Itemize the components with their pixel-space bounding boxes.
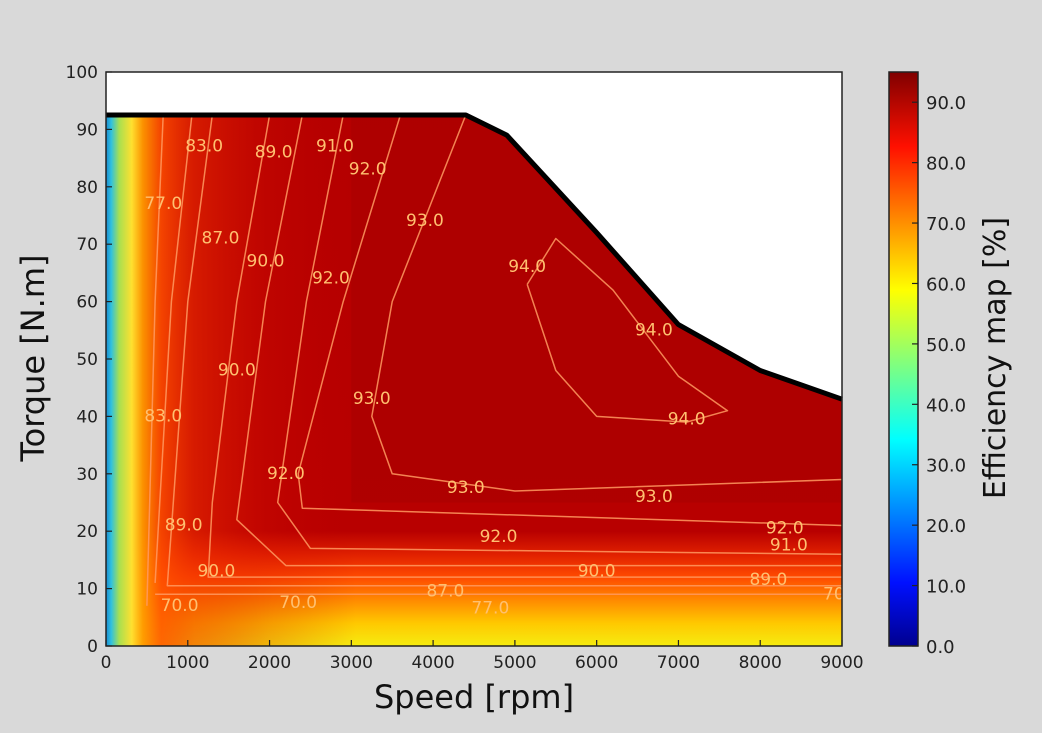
contour-label: 93.0 — [447, 478, 485, 498]
contour-label: 92.0 — [267, 464, 305, 484]
y-tick-label: 40 — [76, 407, 98, 427]
contour-label: 70.0 — [279, 593, 317, 613]
y-tick-label: 10 — [76, 580, 98, 600]
contour-label: 70.0 — [161, 596, 199, 616]
contour-line-91 — [276, 115, 842, 555]
contour-label: 93.0 — [353, 389, 391, 409]
y-tick-label: 60 — [76, 293, 98, 313]
x-axis-label: Speed [rpm] — [374, 678, 574, 716]
y-tick-label: 20 — [76, 522, 98, 542]
contour-label: 94.0 — [635, 320, 673, 340]
contour-lines — [146, 115, 842, 606]
x-tick-label: 5000 — [493, 653, 536, 673]
y-axis-label: Torque [N.m] — [14, 255, 52, 463]
contour-label: 90.0 — [578, 561, 616, 581]
contour-label: 94.0 — [508, 257, 546, 277]
colorbar-label: Efficiency map [%] — [978, 217, 1013, 499]
contour-line-90 — [236, 115, 842, 567]
y-tick-label: 50 — [76, 350, 98, 370]
contour-label: 70 — [823, 584, 845, 604]
contour-label: 77.0 — [144, 194, 182, 214]
contour-label: 94.0 — [668, 409, 706, 429]
colorbar-tick-label: 10.0 — [926, 577, 966, 598]
contour-line-93 — [371, 115, 842, 492]
contour-line-89 — [207, 115, 842, 578]
colorbar-tick-label: 20.0 — [926, 516, 966, 537]
x-tick-label: 0 — [101, 653, 112, 673]
colorbar-tick-label: 50.0 — [926, 335, 966, 356]
contour-label: 93.0 — [635, 487, 673, 507]
colorbar-tick-label: 0.0 — [926, 637, 955, 658]
x-tick-label: 9000 — [820, 653, 863, 673]
x-tick-label: 1000 — [166, 653, 209, 673]
contour-line-87 — [166, 115, 842, 587]
contour-label: 90.0 — [218, 360, 256, 380]
contour-label: 92.0 — [349, 160, 387, 180]
contour-label: 90.0 — [247, 251, 285, 271]
contour-line-83 — [154, 115, 193, 583]
colorbar-ticks: 0.0 10.0 20.0 30.0 40.0 50.0 60.0 70.0 80.0 90.0 — [912, 93, 966, 658]
contour-label: 89.0 — [255, 142, 293, 162]
torque-envelope-line — [106, 112, 843, 402]
y-tick-label: 70 — [76, 235, 98, 255]
colorbar-tick-label: 40.0 — [926, 395, 966, 416]
colorbar-tick-label: 30.0 — [926, 456, 966, 477]
x-tick-label: 6000 — [575, 653, 618, 673]
colorbar-tick-label: 80.0 — [926, 154, 966, 175]
contour-label: 92.0 — [312, 269, 350, 289]
x-tick-label: 4000 — [411, 653, 454, 673]
x-tick-label: 7000 — [657, 653, 700, 673]
x-tick-label: 3000 — [330, 653, 373, 673]
contour-label: 91.0 — [770, 536, 808, 556]
contour-label: 87.0 — [202, 228, 240, 248]
contour-label: 87.0 — [426, 581, 464, 601]
x-axis: 0 1000 2000 3000 4000 5000 6000 7000 8000 9000 — [101, 640, 864, 673]
contour-label: 77.0 — [471, 599, 509, 619]
colorbar-tick-label: 60.0 — [926, 274, 966, 295]
contour-line-77 — [146, 115, 164, 606]
contour-label: 89.0 — [165, 515, 203, 535]
contour-label: 93.0 — [406, 211, 444, 231]
colorbar-tick-label: 70.0 — [926, 214, 966, 235]
contour-label: 91.0 — [316, 137, 354, 157]
colorbar — [888, 71, 919, 647]
contour-label: 89.0 — [749, 570, 787, 590]
y-tick-label: 90 — [76, 120, 98, 140]
contour-label: 90.0 — [197, 561, 235, 581]
colorbar-tick-label: 90.0 — [926, 93, 966, 114]
x-tick-label: 8000 — [739, 653, 782, 673]
y-tick-label: 30 — [76, 465, 98, 485]
x-tick-label: 2000 — [248, 653, 291, 673]
contour-label: 83.0 — [185, 137, 223, 157]
contour-labels: 83.0 89.0 91.092.077.087.090.093.092.094.0… — [144, 137, 845, 619]
contour-label: 83.0 — [144, 406, 182, 426]
contour-line-92 — [297, 115, 842, 527]
contour-label: 92.0 — [766, 518, 804, 538]
y-axis: 0 10 20 30 40 50 60 70 80 90 100 — [66, 63, 112, 657]
y-tick-label: 80 — [76, 178, 98, 198]
y-tick-label: 0 — [87, 637, 98, 657]
contour-label: 92.0 — [480, 527, 518, 547]
contour-line-94 — [526, 237, 729, 423]
y-tick-label: 100 — [66, 63, 98, 83]
